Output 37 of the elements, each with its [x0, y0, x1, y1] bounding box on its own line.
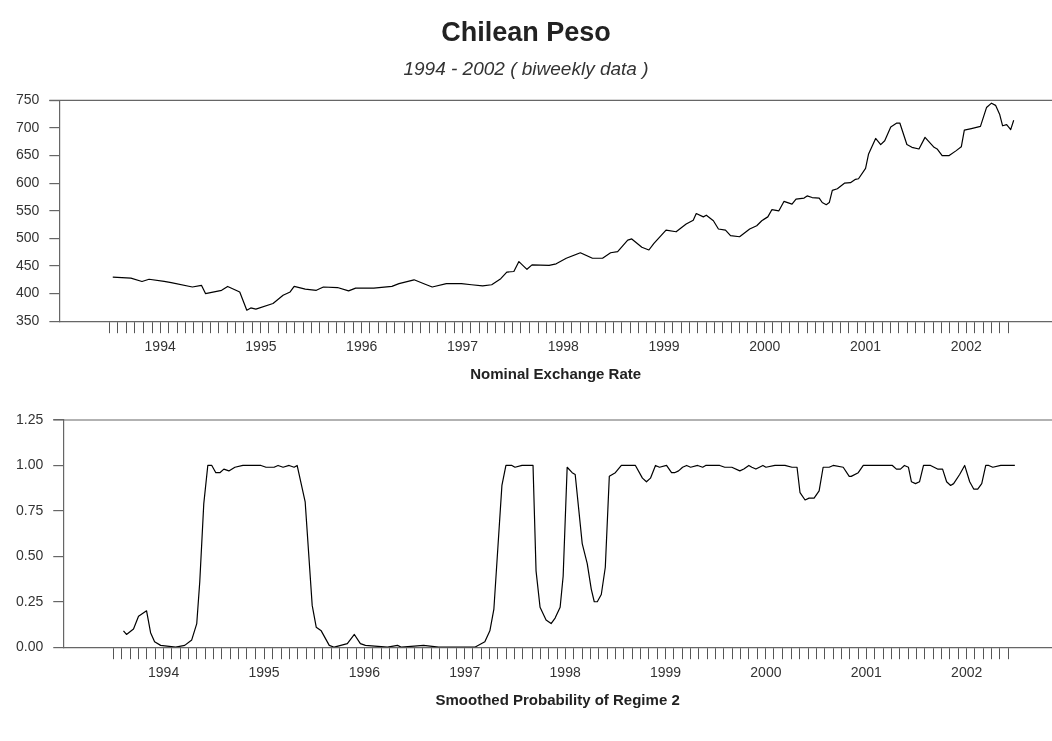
x-tick-label: 1994 — [144, 338, 176, 355]
y-tick-label: 0.50 — [16, 547, 44, 564]
y-tick-label: 0.25 — [16, 592, 44, 609]
x-tick-label: 2002 — [951, 664, 983, 681]
y-tick-label: 0.00 — [16, 638, 44, 655]
x-tick-label: 1996 — [346, 338, 378, 355]
y-tick-label: 600 — [16, 174, 40, 191]
x-tick-label: 2001 — [849, 338, 882, 355]
y-tick-label: 1.00 — [16, 456, 44, 473]
x-tick-label: 1994 — [148, 664, 180, 681]
y-tick-label: 550 — [16, 201, 40, 218]
y-tick-label: 450 — [16, 256, 40, 273]
x-tick-label: 2002 — [950, 338, 983, 355]
x-tick-label: 1995 — [248, 664, 280, 681]
x-axis-title: Nominal Exchange Rate — [470, 365, 642, 383]
x-tick-label: 1995 — [245, 338, 277, 355]
y-tick-label: 0.75 — [16, 501, 44, 518]
y-tick-label: 400 — [16, 284, 40, 301]
x-tick-label: 1998 — [549, 664, 581, 681]
y-tick-label: 650 — [16, 146, 40, 163]
y-tick-label: 700 — [16, 118, 40, 135]
chart-title: Chilean Peso — [440, 16, 612, 48]
x-tick-label: 1996 — [348, 664, 381, 681]
y-tick-label: 500 — [16, 229, 40, 246]
y-tick-label: 750 — [16, 91, 40, 108]
x-tick-label: 1997 — [449, 664, 481, 681]
x-axis-title: Smoothed Probability of Regime 2 — [435, 691, 680, 709]
x-tick-label: 1997 — [446, 338, 479, 355]
x-tick-label: 2000 — [750, 664, 782, 681]
x-tick-label: 1999 — [648, 338, 680, 355]
x-tick-label: 1998 — [547, 338, 580, 355]
y-tick-label: 1.25 — [16, 410, 44, 427]
x-tick-label: 1999 — [649, 664, 682, 681]
y-tick-label: 350 — [16, 312, 40, 329]
x-tick-label: 2000 — [749, 338, 781, 355]
x-tick-label: 2001 — [850, 664, 883, 681]
chart-subtitle: 1994 - 2002 ( biweekly data ) — [402, 57, 650, 81]
